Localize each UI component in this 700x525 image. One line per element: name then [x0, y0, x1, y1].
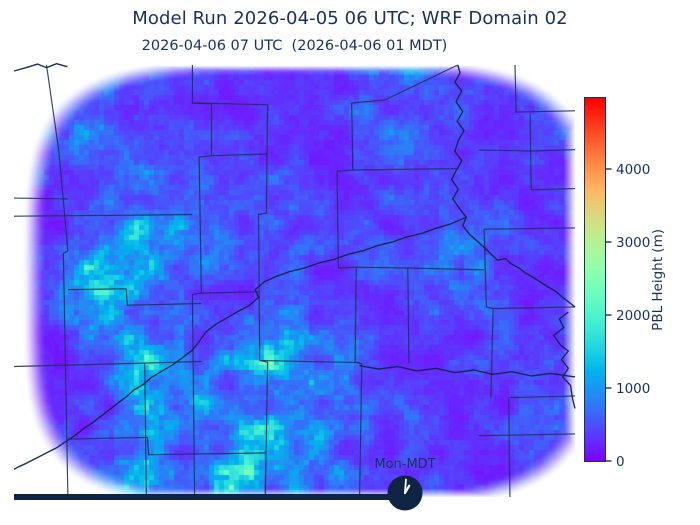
clock-face [387, 475, 423, 511]
county-boundary-line [211, 153, 268, 157]
county-boundary-line [258, 104, 269, 498]
county-boundary-line [483, 229, 494, 398]
county-boundary-line [259, 359, 360, 364]
county-boundary-line [192, 102, 268, 106]
river-line [450, 64, 576, 308]
county-boundary-line [13, 197, 68, 200]
county-boundary-line [351, 64, 459, 104]
county-boundary-line [67, 436, 266, 456]
county-boundary-line [531, 188, 576, 191]
river-line [13, 63, 68, 72]
colorbar-label-wrap: PBL Height (m) [648, 98, 668, 461]
colorbar-tick-label: 0 [616, 454, 625, 470]
axes-subtitle: 2026-04-06 07 UTC (2026-04-06 01 MDT) [141, 38, 448, 54]
river-line [553, 311, 576, 409]
county-boundary-line [191, 65, 213, 498]
county-boundary-line [13, 360, 202, 368]
figure-title: Model Run 2026-04-05 06 UTC; WRF Domain … [132, 8, 568, 29]
colorbar-tick-label: 3000 [616, 235, 650, 251]
county-boundary-line [13, 213, 193, 217]
county-boundary-line [514, 64, 517, 113]
colorbar-ticks: 0 1000 2000 3000 4000 [606, 162, 650, 470]
colorbar-label: PBL Height (m) [650, 228, 666, 331]
county-boundary-line [493, 306, 576, 310]
county-boundaries [13, 64, 576, 498]
time-label: Mon-MDT [374, 457, 436, 472]
river-line [13, 216, 467, 471]
county-boundary-line [352, 168, 457, 171]
pbl-height-raster [14, 65, 575, 497]
county-boundary-line [336, 102, 354, 269]
map-overlay [13, 63, 576, 498]
colorbar-tick-label: 4000 [616, 162, 650, 178]
clock-knob[interactable] [387, 475, 423, 511]
county-boundary-line [478, 149, 576, 152]
county-boundary-line [407, 267, 410, 364]
county-boundary-line [509, 395, 576, 399]
map-panel [13, 63, 576, 498]
county-boundary-line [45, 64, 69, 498]
colorbar-gradient [584, 97, 606, 462]
county-boundary-line [67, 288, 202, 306]
colorbar-tick-label: 1000 [616, 381, 650, 397]
county-boundary-line [478, 433, 576, 437]
county-boundary-line [484, 227, 576, 230]
slider-track-filled[interactable] [14, 494, 407, 500]
county-boundary-line [201, 291, 260, 294]
river-line [359, 365, 576, 378]
county-boundary-line [514, 110, 576, 113]
county-boundary-line [529, 114, 532, 190]
county-boundary-line [508, 397, 511, 498]
county-boundary-line [338, 266, 485, 271]
rivers [13, 63, 576, 471]
clock-hour-hand [403, 484, 411, 495]
colorbar-tick-label: 2000 [616, 308, 650, 324]
county-boundary-line [144, 363, 147, 498]
